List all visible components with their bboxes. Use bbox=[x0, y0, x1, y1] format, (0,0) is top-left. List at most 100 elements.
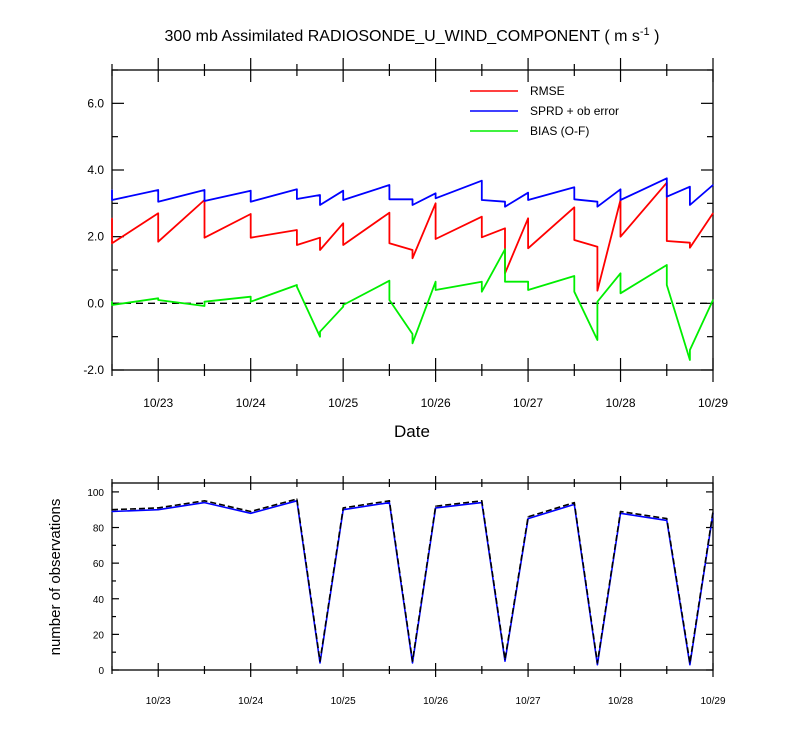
data-point-rmse bbox=[157, 212, 159, 214]
x-tick-label: 10/27 bbox=[516, 696, 541, 707]
data-point-bias-o-f bbox=[342, 306, 344, 308]
data-point-sprd-ob-error bbox=[111, 199, 113, 201]
data-point-bias-o-f bbox=[342, 304, 344, 306]
data-point-sprd-ob-error bbox=[388, 184, 390, 186]
data-point-bias-o-f bbox=[388, 299, 390, 301]
data-point-bias-o-f bbox=[619, 272, 622, 274]
data-point-bias-o-f bbox=[689, 349, 691, 351]
data-point-rmse bbox=[573, 206, 575, 208]
data-point-solid bbox=[504, 660, 506, 662]
data-point-dashed bbox=[342, 507, 344, 509]
data-point-dashed bbox=[111, 509, 113, 511]
data-point-bias-o-f bbox=[411, 333, 414, 335]
data-point-sprd-ob-error bbox=[388, 198, 390, 200]
data-point-bias-o-f bbox=[527, 281, 529, 283]
observations-chart-frame bbox=[111, 482, 714, 671]
data-point-sprd-ob-error bbox=[573, 186, 575, 188]
data-point-rmse bbox=[481, 236, 483, 238]
data-point-solid bbox=[388, 501, 390, 504]
data-point-sprd-ob-error bbox=[481, 180, 483, 182]
data-point-bias-o-f bbox=[573, 275, 575, 277]
data-point-sprd-ob-error bbox=[596, 206, 599, 208]
data-point-dashed bbox=[481, 500, 483, 502]
data-point-rmse bbox=[111, 217, 113, 219]
y-tick-label: 60 bbox=[93, 559, 105, 570]
data-point-sprd-ob-error bbox=[342, 199, 344, 201]
data-point-dashed bbox=[157, 507, 159, 509]
data-point-sprd-ob-error bbox=[111, 189, 113, 191]
data-point-rmse bbox=[527, 247, 529, 249]
data-point-rmse bbox=[342, 222, 344, 224]
data-point-rmse bbox=[689, 247, 691, 249]
data-point-rmse bbox=[411, 249, 414, 251]
data-point-rmse bbox=[388, 242, 390, 244]
data-point-rmse bbox=[250, 213, 252, 215]
data-point-rmse bbox=[596, 246, 599, 248]
data-point-rmse bbox=[481, 216, 483, 218]
data-point-bias-o-f bbox=[435, 289, 437, 291]
legend-label-sprd: SPRD + ob error bbox=[530, 104, 619, 118]
data-point-sprd-ob-error bbox=[435, 192, 437, 194]
data-point-bias-o-f bbox=[319, 336, 321, 338]
data-point-bias-o-f bbox=[296, 284, 298, 286]
main-chart-panel: 10/23 10/24 10/25 10/26 10/27 10/28 10/29 -2.0 0… bbox=[83, 58, 728, 441]
data-point-bias-o-f bbox=[296, 286, 298, 288]
data-point-dashed bbox=[527, 516, 529, 518]
data-point-bias-o-f bbox=[435, 281, 437, 283]
x-tick-label: 10/28 bbox=[608, 696, 633, 707]
data-point-rmse bbox=[411, 257, 414, 259]
data-point-sprd-ob-error bbox=[689, 186, 691, 188]
data-point-sprd-ob-error bbox=[296, 188, 298, 190]
data-point-dashed bbox=[296, 498, 298, 500]
data-point-solid bbox=[596, 664, 599, 666]
data-point-sprd-ob-error bbox=[250, 190, 252, 192]
data-point-bias-o-f bbox=[573, 291, 575, 293]
main-chart-tick-labels: 10/23 10/24 10/25 10/26 10/27 10/28 10/29 -2.0 0… bbox=[83, 96, 728, 410]
data-point-sprd-ob-error bbox=[666, 196, 668, 198]
data-point-solid bbox=[157, 509, 159, 511]
data-point-sprd-ob-error bbox=[319, 194, 321, 196]
data-point-bias-o-f bbox=[111, 301, 113, 303]
data-point-rmse bbox=[319, 249, 321, 251]
data-point-rmse bbox=[666, 240, 668, 242]
y-tick-label: 0.0 bbox=[87, 296, 104, 310]
series-line-solid bbox=[111, 499, 714, 666]
main-chart-series bbox=[111, 177, 714, 361]
data-point-rmse bbox=[527, 217, 529, 219]
data-point-rmse bbox=[596, 290, 599, 292]
x-tick-label: 10/23 bbox=[146, 696, 171, 707]
data-point-bias-o-f bbox=[157, 297, 159, 299]
data-point-rmse bbox=[157, 241, 159, 243]
data-point-sprd-ob-error bbox=[527, 199, 529, 201]
data-point-dashed bbox=[319, 660, 321, 662]
data-point-bias-o-f bbox=[619, 292, 622, 294]
y-tick-label: 6.0 bbox=[87, 96, 104, 110]
chart-title-superscript: -1 bbox=[640, 26, 650, 38]
data-point-bias-o-f bbox=[712, 299, 714, 301]
y-tick-label: 4.0 bbox=[87, 163, 104, 177]
data-point-sprd-ob-error bbox=[689, 204, 691, 206]
y-tick-label: 2.0 bbox=[87, 230, 104, 244]
data-point-solid bbox=[250, 512, 252, 514]
x-axis-title: Date bbox=[394, 422, 430, 441]
main-chart-ticks bbox=[111, 58, 714, 382]
data-point-solid bbox=[689, 664, 691, 666]
data-point-rmse bbox=[342, 244, 344, 246]
data-point-solid bbox=[666, 519, 668, 522]
data-point-rmse bbox=[504, 227, 506, 229]
data-point-bias-o-f bbox=[596, 301, 599, 303]
data-point-sprd-ob-error bbox=[250, 201, 252, 203]
data-point-sprd-ob-error bbox=[619, 188, 622, 190]
data-point-dashed bbox=[504, 658, 506, 660]
data-point-bias-o-f bbox=[319, 331, 321, 333]
x-tick-label: 10/29 bbox=[700, 696, 725, 707]
chart-title-close: ) bbox=[650, 28, 660, 45]
main-chart-frame bbox=[111, 69, 714, 371]
data-point-bias-o-f bbox=[689, 359, 691, 361]
legend: RMSE SPRD + ob error BIAS (O-F) bbox=[470, 84, 619, 138]
data-point-bias-o-f bbox=[504, 248, 506, 250]
data-point-sprd-ob-error bbox=[296, 198, 298, 200]
data-point-dashed bbox=[596, 662, 599, 664]
x-tick-label: 10/25 bbox=[328, 396, 358, 410]
